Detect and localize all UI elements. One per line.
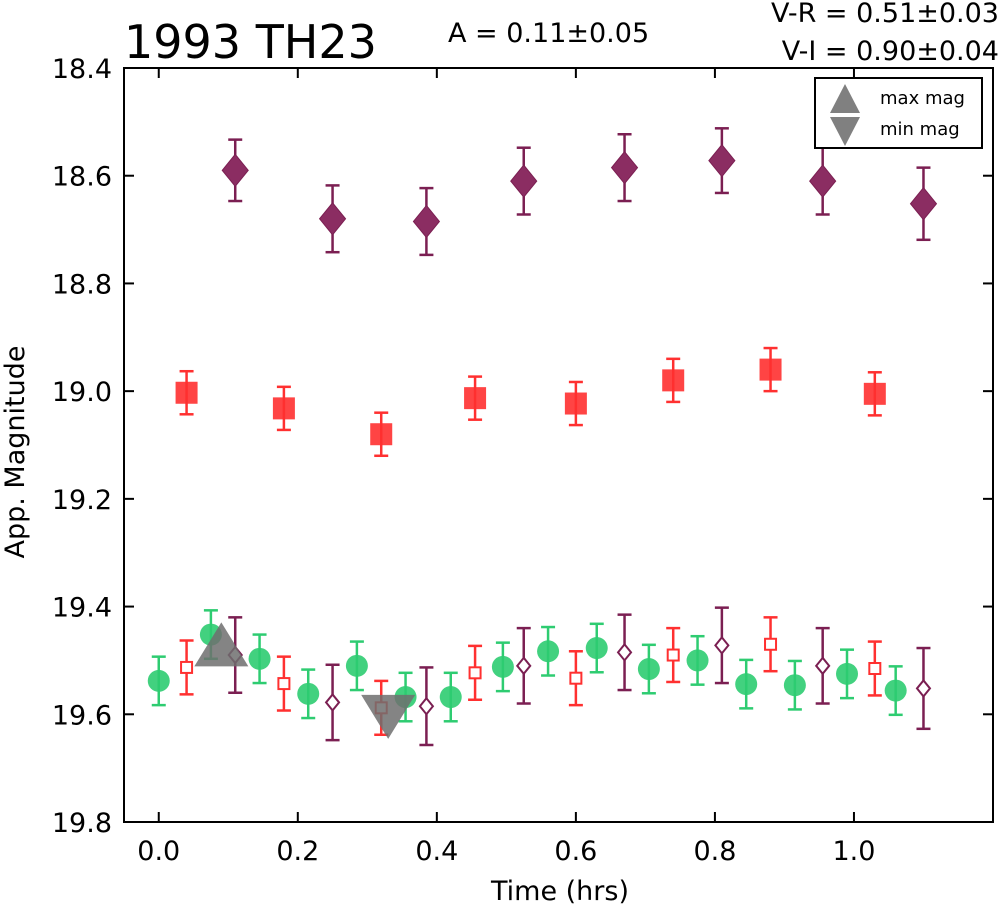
- data-point: [662, 369, 685, 392]
- y-tick-label: 19.2: [52, 485, 112, 516]
- x-tick-label: 0.8: [693, 836, 736, 867]
- series-triangle-up: [194, 622, 249, 667]
- chart-title: 1993 TH23: [124, 15, 377, 69]
- x-tick-label: 1.0: [832, 836, 875, 867]
- series-diamond-open: [227, 606, 932, 747]
- data-point: [324, 692, 341, 713]
- data-point: [345, 654, 368, 677]
- data-point: [537, 640, 560, 663]
- y-tick-label: 18.4: [52, 54, 112, 85]
- data-point: [412, 204, 441, 239]
- y-tick-label: 18.8: [52, 269, 112, 300]
- data-point: [868, 662, 882, 676]
- data-point: [616, 642, 633, 662]
- data-point: [909, 186, 938, 221]
- data-point: [814, 656, 831, 676]
- data-point: [510, 164, 538, 198]
- plot-frame: [123, 67, 994, 823]
- data-point: [809, 164, 837, 198]
- legend: max mag min mag: [814, 77, 983, 149]
- data-point: [272, 397, 295, 420]
- x-tick-label: 0.6: [554, 836, 597, 867]
- data-point: [370, 423, 393, 446]
- data-point: [468, 666, 482, 680]
- axis-ticks: 0.0 0.2 0.4 0.6 0.8 1.0 18.4 18.6 18.8 19.0 19.2 19…: [52, 54, 993, 867]
- data-point: [439, 686, 462, 709]
- data-point: [175, 381, 198, 404]
- series-square-open: [179, 616, 882, 737]
- data-point: [708, 143, 736, 178]
- series-diamond-filled: [221, 127, 938, 257]
- data-point: [297, 682, 320, 705]
- data-point: [836, 662, 859, 685]
- data-point: [915, 678, 932, 699]
- data-point: [666, 648, 680, 662]
- legend-label-max-mag: max mag: [880, 88, 965, 109]
- legend-min-mag-icon: [830, 117, 860, 146]
- data-series: [147, 127, 938, 747]
- y-tick-label: 19.0: [52, 377, 112, 408]
- data-point: [884, 679, 907, 702]
- data-point: [585, 637, 608, 660]
- x-tick-label: 0.0: [137, 836, 180, 867]
- x-tick-label: 0.4: [415, 836, 458, 867]
- data-point: [783, 674, 806, 697]
- data-point: [637, 658, 660, 681]
- y-tick-label: 19.8: [52, 808, 112, 839]
- data-point: [491, 655, 514, 678]
- v-i-annotation: V-I = 0.90±0.04: [782, 36, 999, 67]
- data-point: [418, 696, 435, 716]
- x-axis-label: Time (hrs): [490, 876, 629, 904]
- series-square-filled: [175, 346, 886, 458]
- max-mag-marker: [194, 622, 249, 667]
- x-tick-label: 0.2: [276, 836, 319, 867]
- data-point: [863, 382, 886, 405]
- data-point: [277, 677, 291, 691]
- legend-label-min-mag: min mag: [880, 119, 960, 140]
- series-triangle-down: [361, 694, 416, 739]
- data-point: [735, 673, 758, 696]
- data-point: [564, 392, 587, 415]
- data-point: [248, 647, 271, 670]
- y-tick-label: 19.6: [52, 700, 112, 731]
- data-point: [147, 669, 170, 692]
- y-axis-label: App. Magnitude: [0, 346, 31, 559]
- min-mag-marker: [361, 694, 416, 739]
- data-point: [686, 649, 709, 672]
- amplitude-annotation: A = 0.11±0.05: [448, 18, 649, 49]
- y-tick-label: 18.6: [52, 162, 112, 193]
- data-point: [764, 637, 778, 651]
- data-point: [515, 656, 532, 676]
- data-point: [221, 153, 249, 188]
- data-point: [180, 660, 194, 674]
- data-point: [714, 635, 730, 655]
- legend-max-mag-icon: [830, 84, 860, 113]
- data-point: [569, 671, 583, 685]
- data-point: [318, 202, 347, 236]
- v-r-annotation: V-R = 0.51±0.03: [771, 0, 999, 29]
- data-point: [610, 150, 639, 185]
- data-point: [759, 358, 782, 381]
- data-point: [464, 387, 487, 410]
- y-tick-label: 19.4: [52, 593, 112, 624]
